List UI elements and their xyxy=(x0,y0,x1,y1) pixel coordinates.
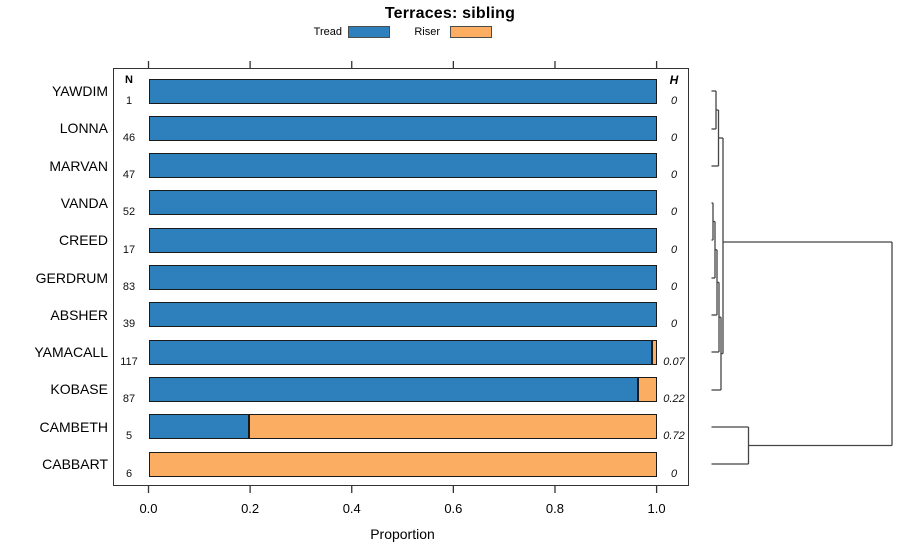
h-value: 0 xyxy=(670,243,678,256)
n-column-header: N xyxy=(125,74,133,86)
bar-segment-tread xyxy=(148,115,657,141)
bar-segment-riser xyxy=(637,376,657,402)
plot-area xyxy=(113,68,689,486)
row-label: YAWDIM xyxy=(52,83,108,99)
n-value: 46 xyxy=(122,131,136,144)
bar-segment-tread xyxy=(148,190,657,216)
x-tick-label: 1.0 xyxy=(647,501,666,516)
bar xyxy=(148,265,657,290)
h-value: 0.07 xyxy=(663,355,685,368)
row-label: MARVAN xyxy=(49,157,108,174)
bar xyxy=(148,153,657,179)
bar xyxy=(148,376,657,402)
row-label: CREED xyxy=(58,232,108,249)
bar-segment-tread xyxy=(148,265,657,290)
row-label: CABBART xyxy=(42,456,108,472)
n-value: 5 xyxy=(125,430,133,443)
x-tick-label: 0.8 xyxy=(545,501,564,516)
legend-swatch-tread xyxy=(348,26,390,38)
h-value: 0 xyxy=(670,467,678,480)
n-value: 83 xyxy=(122,281,136,293)
h-column-header: H xyxy=(669,73,679,87)
bar xyxy=(148,190,657,216)
row-label: LONNA xyxy=(59,120,108,137)
bar-segment-tread xyxy=(148,414,249,440)
row-label: KOBASE xyxy=(50,381,108,398)
x-tick-label: 0.6 xyxy=(444,501,463,516)
legend-label-tread: Tread xyxy=(313,26,342,38)
n-value: 52 xyxy=(122,206,136,219)
bar-segment-tread xyxy=(148,302,657,328)
bar xyxy=(148,115,657,141)
bar xyxy=(148,414,657,440)
legend-swatch-riser xyxy=(450,26,492,38)
row-label: VANDA xyxy=(60,194,108,211)
row-label: GERDRUM xyxy=(35,269,108,286)
x-tick-label: 0.0 xyxy=(139,501,158,516)
h-value: 0 xyxy=(670,206,678,219)
row-label: YAMACALL xyxy=(34,344,108,361)
bar xyxy=(148,302,657,328)
h-value: 0 xyxy=(670,131,678,144)
bar xyxy=(148,451,657,477)
bar-segment-tread xyxy=(148,227,657,253)
bar-segment-riser xyxy=(248,414,657,440)
legend-label-riser: Riser xyxy=(414,26,440,38)
x-tick-label: 0.2 xyxy=(241,501,260,516)
n-value: 47 xyxy=(122,169,136,182)
bar-segment-riser xyxy=(148,451,657,477)
h-value: 0 xyxy=(670,169,678,182)
bar xyxy=(148,339,657,365)
bar-segment-riser xyxy=(651,339,657,365)
x-axis-label: Proportion xyxy=(370,526,435,542)
h-value: 0.22 xyxy=(663,392,685,405)
h-value: 0 xyxy=(670,281,678,293)
n-value: 1 xyxy=(125,94,133,107)
n-value: 17 xyxy=(122,243,136,256)
row-label: CAMBETH xyxy=(39,418,108,435)
bar-segment-tread xyxy=(148,78,657,104)
n-value: 117 xyxy=(120,355,138,368)
n-value: 6 xyxy=(125,467,133,480)
h-value: 0.72 xyxy=(663,430,685,443)
chart-title: Terraces: sibling xyxy=(384,5,516,22)
h-value: 0 xyxy=(670,94,678,107)
n-value: 39 xyxy=(122,318,136,331)
n-value: 87 xyxy=(122,392,136,405)
bar xyxy=(148,227,657,253)
bar-segment-tread xyxy=(148,339,652,365)
bar-segment-tread xyxy=(148,153,657,179)
row-label: ABSHER xyxy=(50,306,108,323)
bar-segment-tread xyxy=(148,376,638,402)
x-tick-label: 0.4 xyxy=(342,501,361,516)
h-value: 0 xyxy=(670,318,678,331)
bar xyxy=(148,78,657,104)
